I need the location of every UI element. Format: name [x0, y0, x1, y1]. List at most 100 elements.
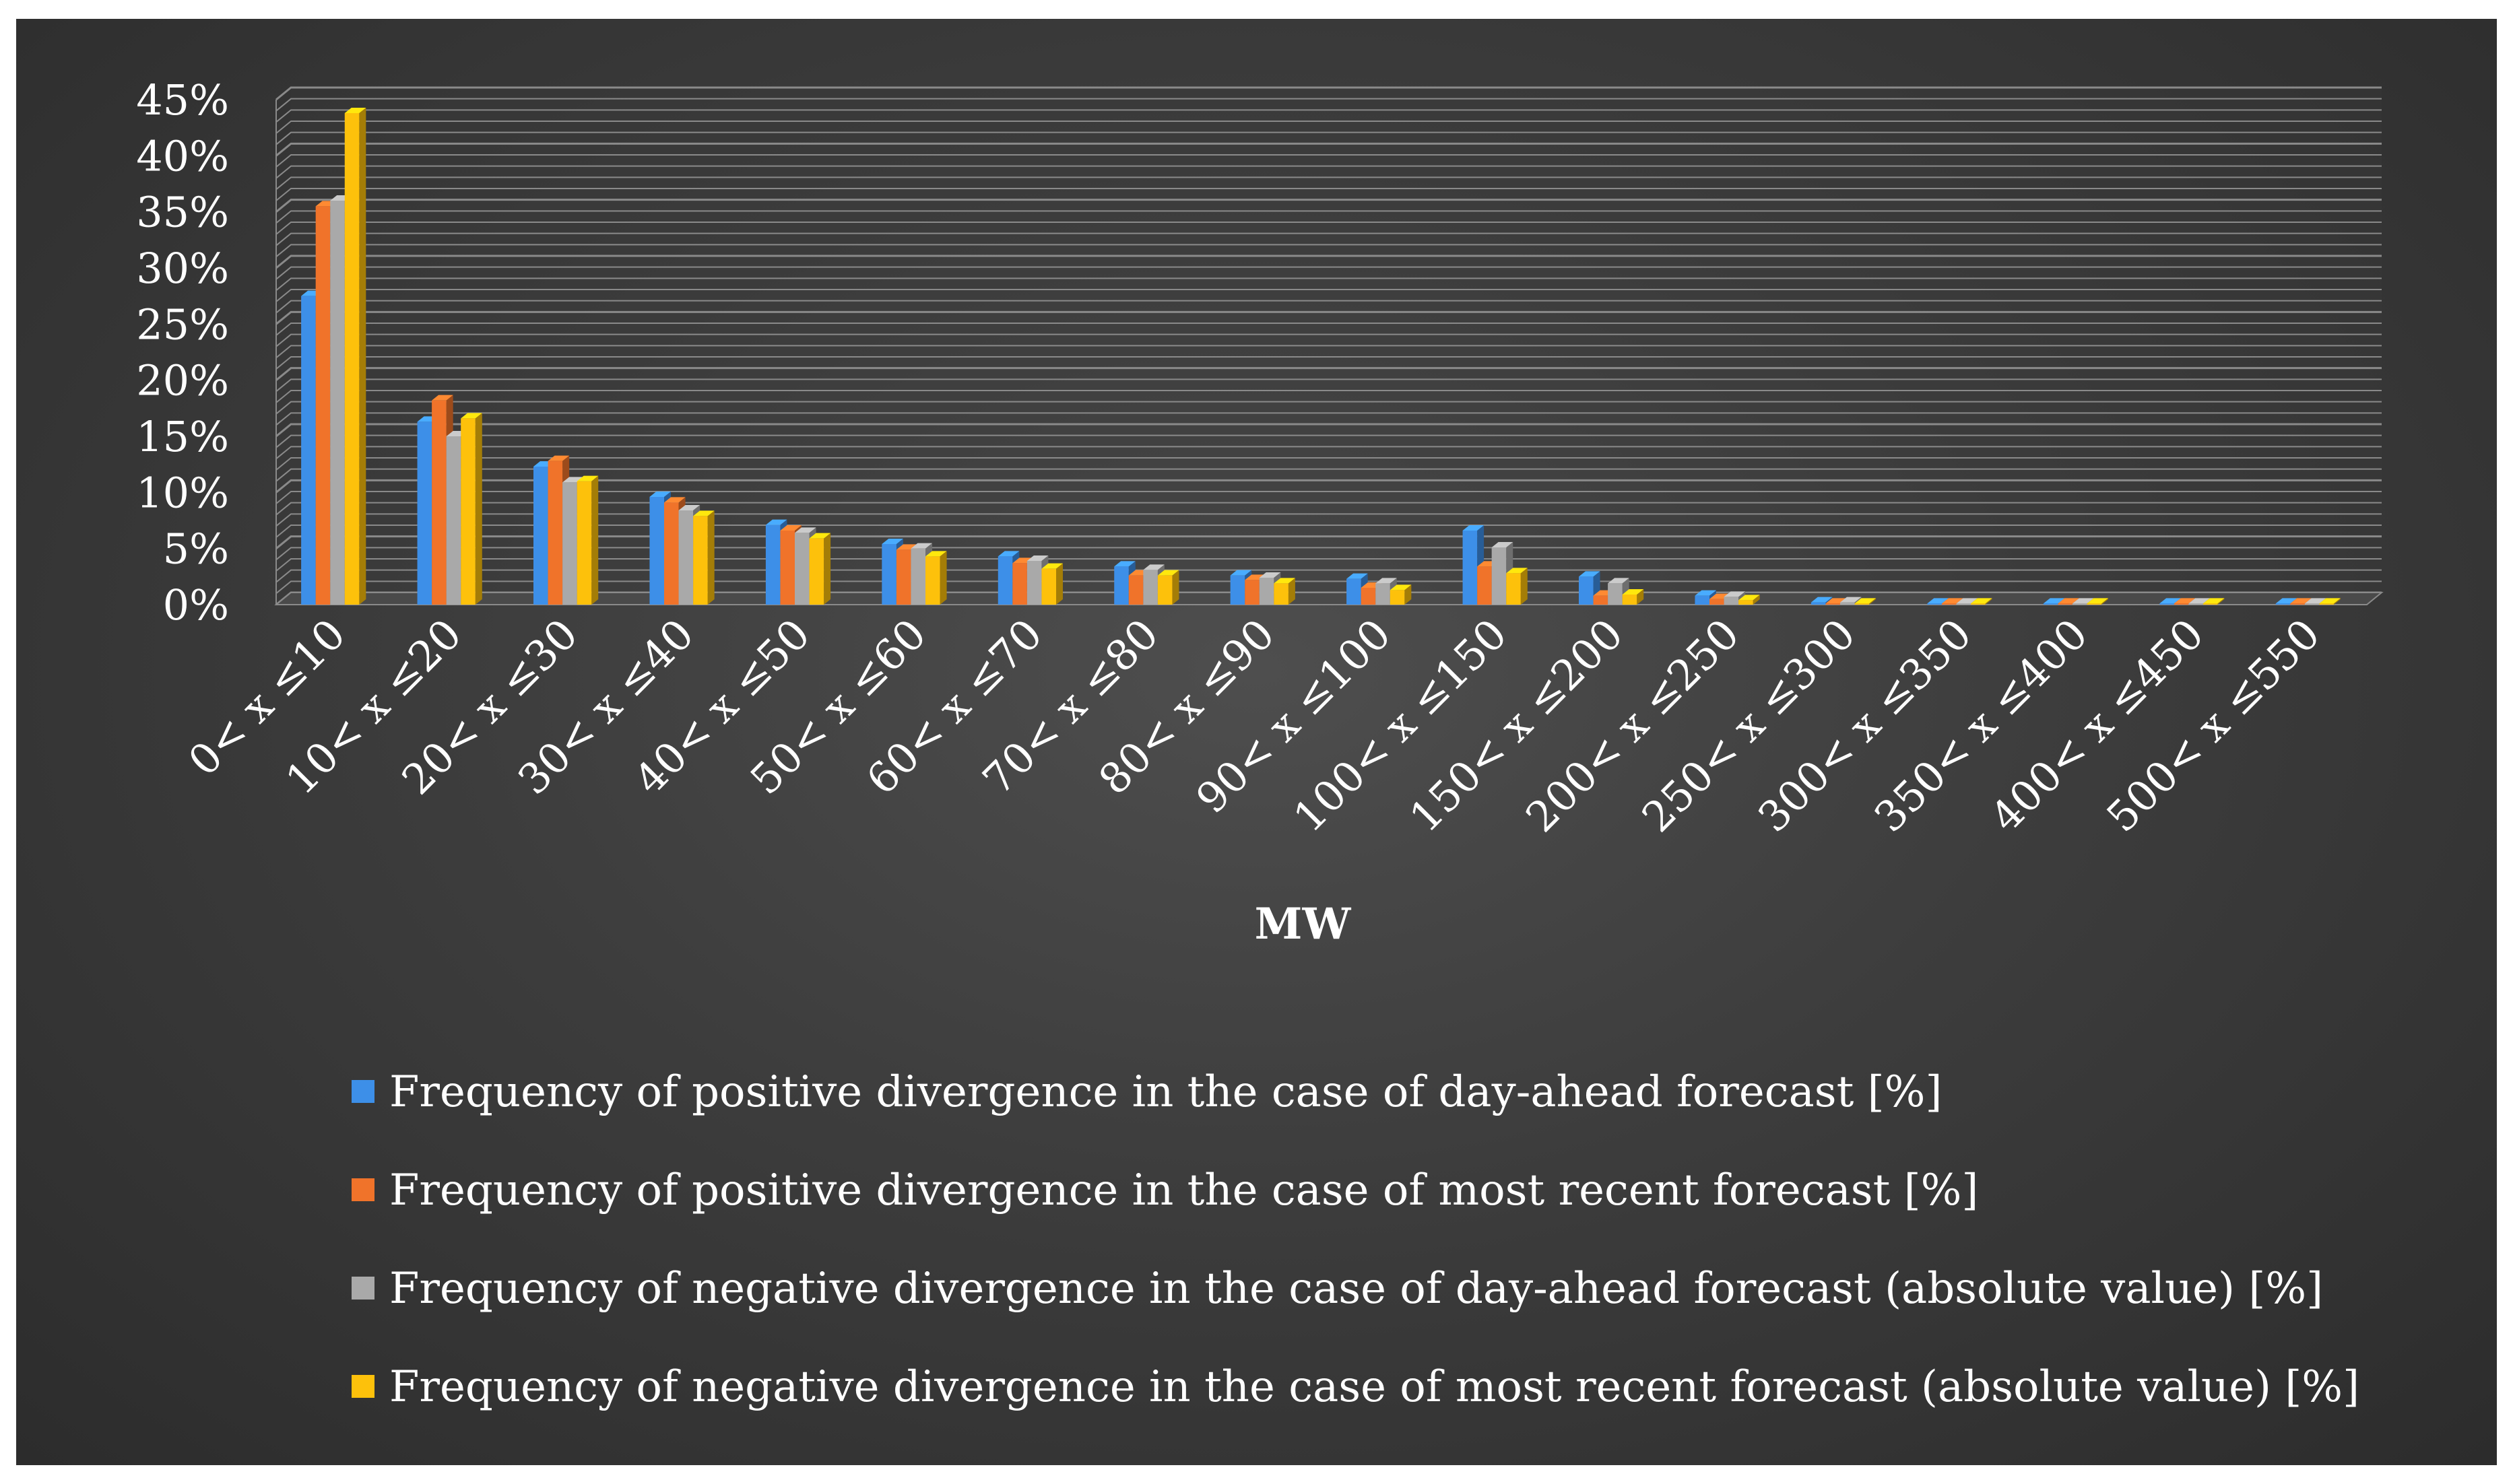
bar-top	[1274, 578, 1295, 584]
bar	[693, 510, 715, 605]
bar-top	[577, 475, 599, 481]
gridline	[275, 266, 2382, 280]
chart-panel: 0% 5% 10% 15% 20% 25% 30% 35% 40% 45% 0< x ≤10 10<…	[16, 19, 2497, 1465]
y-tick-label: 10%	[136, 468, 229, 517]
bar-front	[1695, 595, 1709, 605]
bar-top	[2202, 598, 2225, 604]
bar-top	[925, 551, 947, 557]
gridline	[275, 457, 2382, 471]
bar-top	[1375, 578, 1397, 584]
bar-side	[1404, 584, 1412, 605]
bar	[1854, 598, 1876, 605]
bar-top	[1462, 525, 1484, 531]
bar-side	[824, 533, 831, 605]
bar-front	[765, 525, 781, 605]
bar-front	[1854, 603, 1870, 605]
bar-front	[1927, 603, 1942, 605]
gridline	[275, 86, 2382, 101]
bar-side	[591, 475, 599, 605]
y-tick-label: 40%	[136, 131, 229, 180]
bar-front	[1041, 568, 1056, 605]
bar-top	[1608, 578, 1629, 584]
y-tick-label: 25%	[136, 300, 229, 349]
gridline	[275, 390, 2382, 403]
bar	[1041, 563, 1063, 605]
bar-front	[649, 497, 664, 605]
bar-top	[911, 543, 932, 549]
bar	[1622, 589, 1644, 605]
bar-front	[1259, 578, 1274, 605]
bar-side	[1637, 589, 1644, 605]
bar-side	[359, 108, 366, 605]
bar	[1157, 570, 1179, 605]
legend-label: Frequency of positive divergence in the …	[389, 1067, 1942, 1117]
bar-top	[809, 533, 831, 539]
bar-front	[1143, 570, 1158, 605]
bar-top	[1390, 584, 1412, 591]
legend-label: Frequency of negative divergence in the …	[389, 1264, 2323, 1314]
bar-top	[2275, 598, 2297, 604]
bar-top	[2290, 598, 2312, 604]
gridline	[275, 131, 2382, 145]
gridline	[275, 401, 2382, 415]
bar	[1608, 578, 1629, 605]
bar	[1738, 595, 1760, 605]
bar-front	[533, 467, 548, 605]
bar-side	[1985, 598, 1992, 605]
gridline	[275, 232, 2382, 246]
bar-front	[1579, 576, 1594, 605]
bar-front	[693, 516, 708, 605]
bar-front	[1012, 563, 1027, 605]
bar-top	[882, 539, 903, 544]
bar-top	[1840, 597, 1862, 603]
gridline	[275, 479, 2382, 494]
bar-top	[1854, 598, 1876, 604]
gridline	[275, 109, 2382, 123]
bar-top	[1927, 598, 1949, 604]
gridline	[275, 277, 2382, 292]
y-tick-label: 0%	[163, 580, 229, 630]
bar-front	[664, 502, 679, 605]
bar	[1506, 568, 1528, 605]
bar-front	[330, 201, 345, 605]
bar-top	[1810, 597, 1833, 603]
bar-front	[432, 400, 447, 605]
bar-front	[417, 421, 432, 605]
bar-front	[344, 113, 360, 605]
bar-side	[475, 413, 482, 605]
bar-front	[301, 296, 316, 605]
gridline	[275, 468, 2382, 482]
bar-front	[809, 538, 824, 605]
legend-item: Frequency of negative divergence in the …	[352, 1264, 2323, 1314]
gridline	[275, 558, 2382, 572]
bar-front	[1390, 590, 1405, 605]
bar-front	[1274, 583, 1288, 605]
bar-front	[1477, 566, 1492, 605]
gridline	[275, 310, 2382, 325]
legend-swatch	[352, 1375, 374, 1398]
bar-front	[1026, 561, 1042, 605]
bar-front	[2202, 603, 2218, 605]
bar-front	[1622, 595, 1637, 605]
bar-front	[1971, 603, 1986, 605]
bar-top	[1622, 589, 1644, 595]
bar-top	[1143, 564, 1165, 570]
bar-front	[2275, 603, 2291, 605]
gridline	[275, 446, 2382, 460]
bar-side	[2217, 598, 2225, 605]
bar-front	[795, 533, 810, 605]
bar-front	[1709, 599, 1724, 605]
bar-front	[446, 436, 461, 605]
bar-front	[2043, 603, 2058, 605]
bar-front	[925, 556, 940, 605]
legend-item: Frequency of negative divergence in the …	[352, 1362, 2359, 1412]
bar	[1390, 584, 1412, 605]
gridline	[275, 491, 2382, 504]
bar-top	[548, 455, 570, 461]
legend-swatch	[352, 1080, 374, 1103]
bar-top	[795, 527, 816, 533]
y-tick-label: 30%	[136, 244, 229, 293]
gridline	[275, 333, 2382, 347]
bar	[925, 551, 947, 605]
